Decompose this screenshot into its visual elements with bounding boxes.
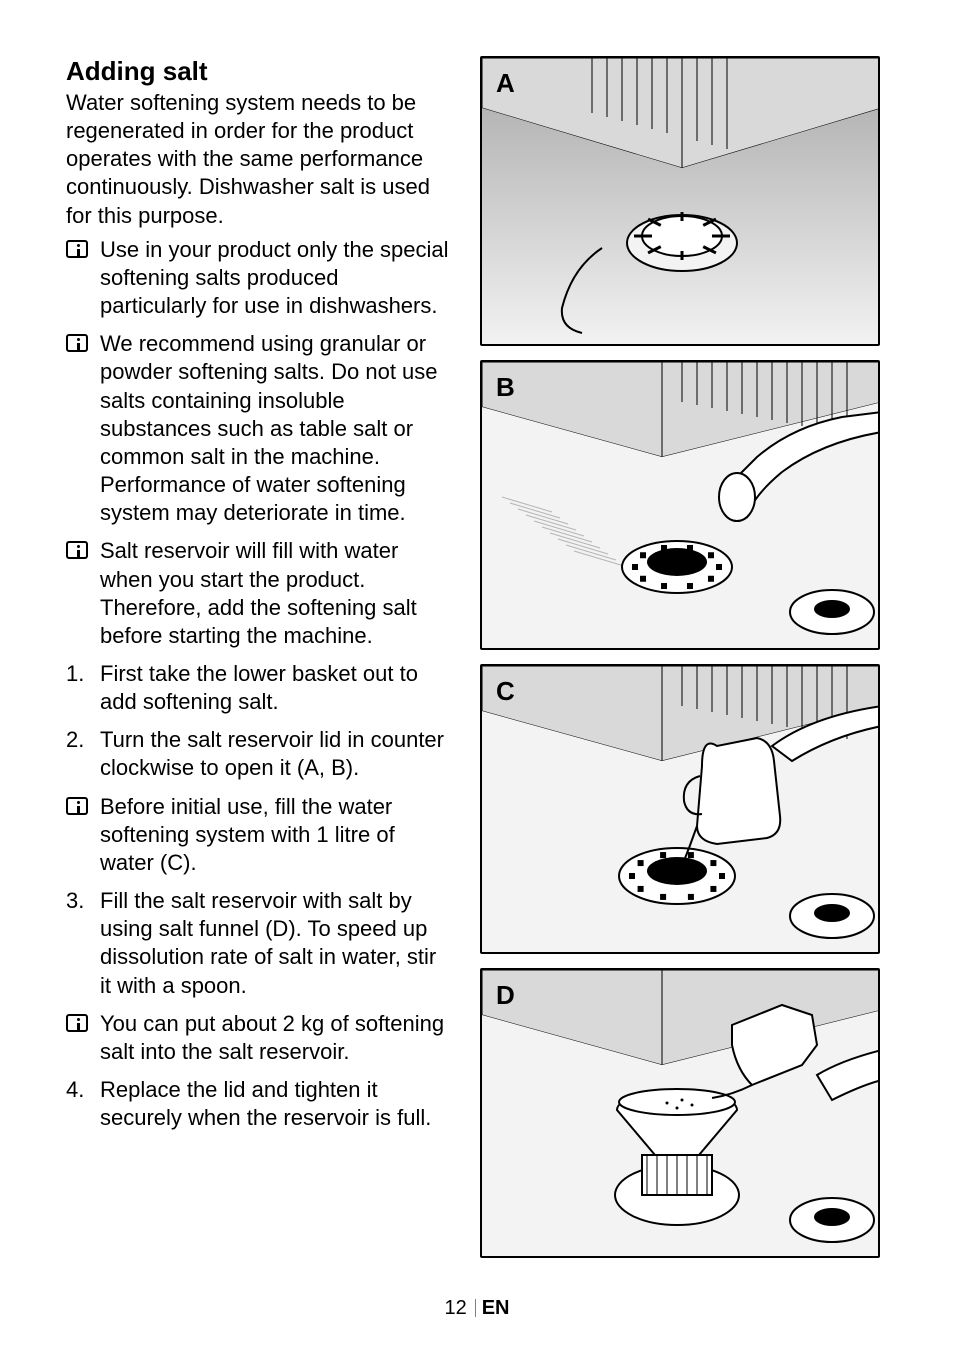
info-icon — [66, 236, 100, 258]
footer-divider — [475, 1299, 476, 1317]
info-icon — [66, 330, 100, 352]
info-icon-glyph — [66, 541, 88, 559]
language-code: EN — [482, 1297, 510, 1319]
intro-paragraph: Water softening system needs to be regen… — [66, 89, 450, 230]
step-number-text: 2. — [66, 726, 84, 754]
numbered-step: 3. Fill the salt reservoir with salt by u… — [66, 887, 450, 1000]
info-icon-glyph — [66, 1014, 88, 1032]
info-icon — [66, 793, 100, 815]
item-text: We recommend using granular or powder so… — [100, 330, 450, 527]
info-icon-glyph — [66, 240, 88, 258]
info-item: You can put about 2 kg of softening salt… — [66, 1010, 450, 1066]
figure-b: B — [480, 360, 880, 650]
figure-label: C — [496, 676, 515, 707]
info-item: Before initial use, fill the water softe… — [66, 793, 450, 877]
step-number: 3. — [66, 887, 100, 915]
step-number: 2. — [66, 726, 100, 754]
figure-stack: A B C — [480, 56, 894, 1258]
item-text: Use in your product only the special sof… — [100, 236, 450, 320]
figure-c: C — [480, 664, 880, 954]
instruction-list: Use in your product only the special sof… — [66, 236, 450, 1133]
info-item: Salt reservoir will fill with water when… — [66, 537, 450, 650]
item-text: Replace the lid and tighten it securely … — [100, 1076, 450, 1132]
numbered-step: 1. First take the lower basket out to add… — [66, 660, 450, 716]
section-heading: Adding salt — [66, 56, 450, 87]
figure-a: A — [480, 56, 880, 346]
item-text: Turn the salt reservoir lid in counter c… — [100, 726, 450, 782]
item-text: Before initial use, fill the water softe… — [100, 793, 450, 877]
info-item: Use in your product only the special sof… — [66, 236, 450, 320]
figure-column: A B C — [480, 56, 894, 1258]
step-number-text: 1. — [66, 660, 84, 688]
info-icon — [66, 1010, 100, 1032]
numbered-step: 2. Turn the salt reservoir lid in counter… — [66, 726, 450, 782]
page-number: 12 — [444, 1297, 466, 1319]
figure-label: D — [496, 980, 515, 1011]
info-icon — [66, 537, 100, 559]
figure-label: A — [496, 68, 515, 99]
item-text: First take the lower basket out to add s… — [100, 660, 450, 716]
figure-label: B — [496, 372, 515, 403]
text-column: Adding salt Water softening system needs… — [66, 56, 450, 1258]
step-number: 4. — [66, 1076, 100, 1104]
page-footer: 12 EN — [0, 1297, 954, 1320]
info-item: We recommend using granular or powder so… — [66, 330, 450, 527]
figure-d: D — [480, 968, 880, 1258]
manual-page: Adding salt Water softening system needs… — [0, 0, 954, 1354]
numbered-step: 4. Replace the lid and tighten it securel… — [66, 1076, 450, 1132]
info-icon-glyph — [66, 797, 88, 815]
info-icon-glyph — [66, 334, 88, 352]
item-text: Fill the salt reservoir with salt by usi… — [100, 887, 450, 1000]
two-column-layout: Adding salt Water softening system needs… — [66, 56, 894, 1258]
step-number: 1. — [66, 660, 100, 688]
item-text: You can put about 2 kg of softening salt… — [100, 1010, 450, 1066]
item-text: Salt reservoir will fill with water when… — [100, 537, 450, 650]
step-number-text: 4. — [66, 1076, 84, 1104]
step-number-text: 3. — [66, 887, 84, 915]
